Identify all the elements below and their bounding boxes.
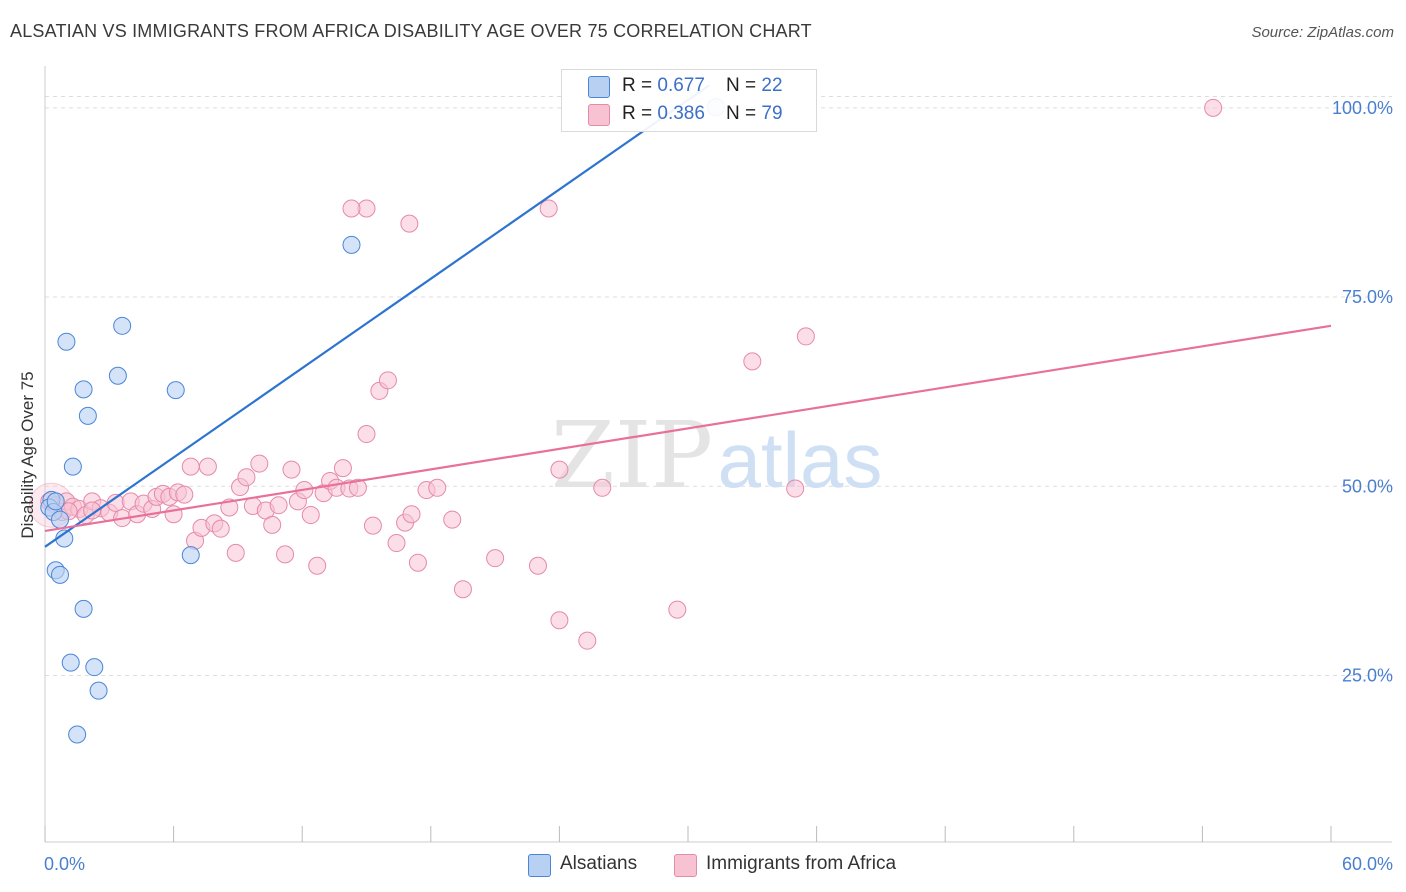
point bbox=[363, 516, 382, 535]
legend-n-value: 79 bbox=[761, 103, 783, 124]
y-tick-label: 75.0% bbox=[1342, 287, 1393, 307]
point bbox=[57, 332, 76, 351]
point bbox=[166, 381, 185, 400]
point bbox=[333, 459, 352, 478]
point bbox=[175, 485, 194, 504]
point bbox=[63, 457, 82, 476]
legend-swatch-pink bbox=[588, 104, 610, 126]
legend-n-value: 22 bbox=[761, 75, 783, 96]
trend-line-immigrants bbox=[44, 324, 1332, 533]
legend-r-value: 0.677 bbox=[657, 75, 705, 96]
legend-r-label: R = bbox=[622, 103, 658, 124]
point bbox=[83, 501, 102, 520]
x-tick-label-min: 0.0% bbox=[44, 854, 85, 874]
point bbox=[61, 653, 80, 672]
point bbox=[486, 549, 505, 568]
point bbox=[51, 565, 70, 584]
chart-title: ALSATIAN VS IMMIGRANTS FROM AFRICA DISAB… bbox=[10, 21, 812, 41]
legend-label-alsatians: Alsatians bbox=[560, 853, 638, 874]
legend-n-label: N = bbox=[726, 103, 762, 124]
point bbox=[181, 457, 200, 476]
point bbox=[164, 505, 183, 524]
point bbox=[308, 556, 327, 575]
point bbox=[357, 425, 376, 444]
point bbox=[89, 681, 108, 700]
legend-n-label: N = bbox=[726, 75, 762, 96]
point bbox=[263, 515, 282, 534]
point bbox=[74, 380, 93, 399]
legend-label-immigrants: Immigrants from Africa bbox=[706, 853, 897, 874]
point bbox=[668, 600, 687, 619]
legend-r-value: 0.386 bbox=[657, 103, 705, 124]
point bbox=[226, 543, 245, 562]
point bbox=[342, 235, 361, 254]
point bbox=[78, 406, 97, 425]
point bbox=[402, 505, 421, 524]
series-legend: Alsatians Immigrants from Africa bbox=[0, 852, 1406, 878]
point bbox=[211, 519, 230, 538]
point bbox=[46, 492, 65, 511]
legend-r-label: R = bbox=[622, 75, 658, 96]
trend-line-alsatians bbox=[44, 84, 711, 548]
point bbox=[528, 556, 547, 575]
point bbox=[743, 352, 762, 371]
legend-swatch-immigrants bbox=[674, 854, 697, 877]
point bbox=[786, 479, 805, 498]
legend-swatch-blue bbox=[588, 76, 610, 98]
point bbox=[68, 725, 87, 744]
series-immigrants-points bbox=[28, 98, 1223, 650]
point bbox=[74, 599, 93, 618]
watermark-zip: ZIP bbox=[551, 402, 713, 509]
tick-labels: 25.0% 50.0% 75.0% 100.0% 0.0% 60.0% bbox=[44, 98, 1393, 874]
point bbox=[85, 658, 104, 677]
point bbox=[108, 366, 127, 385]
trend-lines bbox=[44, 84, 1332, 548]
series-alsatians-points bbox=[40, 98, 725, 744]
point bbox=[428, 478, 447, 497]
point bbox=[342, 199, 361, 218]
point bbox=[400, 214, 419, 233]
point bbox=[387, 534, 406, 553]
point bbox=[550, 611, 569, 630]
point bbox=[357, 199, 376, 218]
point bbox=[237, 468, 256, 487]
y-tick-label: 25.0% bbox=[1342, 665, 1393, 685]
correlation-legend: R = 0.677 N = 22 R = 0.386 N = 79 bbox=[561, 69, 817, 132]
point bbox=[408, 553, 427, 572]
point bbox=[269, 496, 288, 515]
point bbox=[1204, 98, 1223, 117]
point bbox=[796, 327, 815, 346]
y-tick-label: 100.0% bbox=[1332, 98, 1393, 118]
point bbox=[276, 545, 295, 564]
point bbox=[348, 478, 367, 497]
point bbox=[578, 631, 597, 650]
point bbox=[181, 546, 200, 565]
point bbox=[378, 371, 397, 390]
point bbox=[113, 316, 132, 335]
point bbox=[198, 457, 217, 476]
gridlines bbox=[45, 95, 1392, 676]
point bbox=[51, 510, 70, 529]
y-axis-label: Disability Age Over 75 bbox=[18, 371, 37, 539]
axes bbox=[44, 66, 1392, 843]
point bbox=[453, 580, 472, 599]
source-label: Source: ZipAtlas.com bbox=[1251, 24, 1394, 41]
point bbox=[443, 510, 462, 529]
point bbox=[282, 460, 301, 479]
point bbox=[301, 506, 320, 525]
legend-swatch-alsatians bbox=[528, 854, 551, 877]
y-tick-label: 50.0% bbox=[1342, 476, 1393, 496]
point bbox=[250, 454, 269, 473]
point bbox=[593, 478, 612, 497]
point bbox=[539, 199, 558, 218]
x-tick-label-max: 60.0% bbox=[1342, 854, 1393, 874]
point bbox=[550, 460, 569, 479]
